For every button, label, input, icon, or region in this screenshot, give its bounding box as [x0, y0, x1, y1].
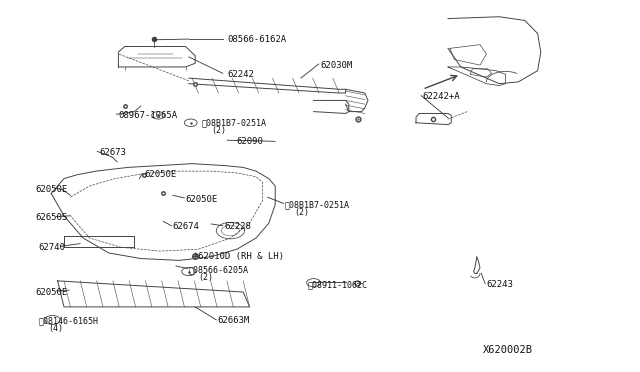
Text: 62030M: 62030M: [320, 61, 352, 70]
Text: (2): (2): [294, 208, 309, 217]
Text: 62050E: 62050E: [144, 170, 176, 179]
Text: 08566-6162A: 08566-6162A: [227, 35, 286, 44]
Text: 々08566-6205A: 々08566-6205A: [189, 265, 249, 274]
Text: 【08911-1062C: 【08911-1062C: [307, 280, 367, 289]
Text: 62242: 62242: [227, 70, 254, 79]
Text: 62673: 62673: [99, 148, 126, 157]
Text: 62243: 62243: [486, 280, 513, 289]
Text: 62050E: 62050E: [186, 195, 218, 203]
Text: 62663M: 62663M: [218, 316, 250, 325]
Text: 62050E: 62050E: [35, 288, 67, 296]
Text: 〃08B1B7-0251A: 〃08B1B7-0251A: [285, 200, 350, 209]
Text: 62242+A: 62242+A: [422, 92, 460, 101]
Text: (2): (2): [211, 126, 226, 135]
Text: 〄08146-6165H: 〄08146-6165H: [38, 316, 99, 325]
Text: 08967-1065A: 08967-1065A: [118, 111, 177, 120]
Text: (2): (2): [198, 273, 213, 282]
Text: X620002B: X620002B: [483, 345, 533, 355]
Text: 62090: 62090: [237, 137, 264, 146]
Text: 62650S: 62650S: [35, 213, 67, 222]
Text: 〃08B1B7-0251A: 〃08B1B7-0251A: [202, 118, 267, 127]
Text: 62050E: 62050E: [35, 185, 67, 194]
Text: 62010D (RH & LH): 62010D (RH & LH): [198, 252, 284, 261]
Text: 62740: 62740: [38, 243, 65, 252]
Text: 62228: 62228: [224, 222, 251, 231]
Text: (4): (4): [48, 324, 63, 333]
Text: 62674: 62674: [173, 222, 200, 231]
